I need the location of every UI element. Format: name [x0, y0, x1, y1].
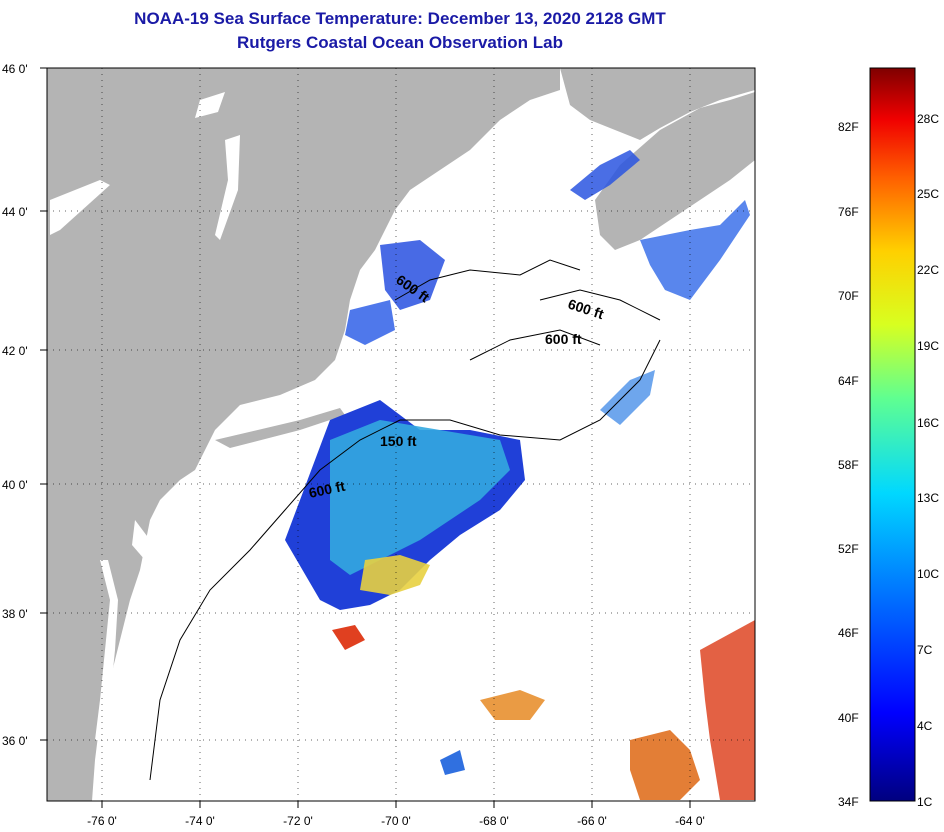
contour-line [469, 329, 601, 361]
colorbar-label-fahrenheit: 52F [838, 542, 859, 556]
map-subtitle: Rutgers Coastal Ocean Observation Lab [237, 33, 563, 52]
map-frame [46, 67, 756, 802]
colorbar-label-celsius: 10C [917, 567, 939, 581]
colorbar-label-fahrenheit: 82F [838, 120, 859, 134]
colorbar-label-celsius: 16C [917, 416, 939, 430]
sst-cold-coast [345, 300, 395, 345]
lon-label: -66 0' [577, 814, 607, 828]
sst-cold-gulf-maine [380, 240, 445, 310]
lon-label: -74 0' [185, 814, 215, 828]
land-long-island [215, 408, 345, 448]
lat-label: 42 0' [2, 344, 28, 358]
contour-line [394, 259, 581, 301]
contour-label: 600 ft [307, 478, 346, 501]
contour-label: 600 ft [545, 331, 582, 347]
lake [195, 92, 225, 118]
sst-mid-small [440, 750, 465, 775]
lon-label: -70 0' [381, 814, 411, 828]
colorbar-label-fahrenheit: 76F [838, 205, 859, 219]
contour-line [539, 289, 661, 321]
lat-label: 46 0' [2, 62, 28, 76]
lat-label: 40 0' [2, 478, 28, 492]
delaware-bay [132, 520, 150, 560]
colorbar-label-fahrenheit: 46F [838, 626, 859, 640]
lat-label: 36 0' [2, 734, 28, 748]
colorbar-label-celsius: 19C [917, 339, 939, 353]
sst-hot-east [700, 620, 755, 800]
sst-mid-offshore [600, 370, 655, 425]
lon-label: -76 0' [87, 814, 117, 828]
chesapeake-bay [95, 560, 118, 740]
lat-label: 38 0' [2, 607, 28, 621]
colorbar [869, 67, 916, 802]
graticule [47, 68, 755, 801]
sst-cold-bay-of-fundy [570, 150, 640, 200]
sst-warm-patch [360, 555, 430, 595]
lake [50, 180, 110, 235]
sst-warm-southeast [630, 730, 700, 800]
lake [215, 135, 240, 240]
colorbar-label-fahrenheit: 64F [838, 374, 859, 388]
colorbar-label-fahrenheit: 70F [838, 289, 859, 303]
lon-label: -72 0' [283, 814, 313, 828]
colorbar-label-fahrenheit: 40F [838, 711, 859, 725]
map-title: NOAA-19 Sea Surface Temperature: Decembe… [134, 9, 666, 28]
sst-warm-south [480, 690, 545, 720]
colorbar-label-celsius: 4C [917, 719, 933, 733]
colorbar-label-fahrenheit: 58F [838, 458, 859, 472]
contour-label: 150 ft [380, 433, 417, 449]
lon-label: -64 0' [675, 814, 705, 828]
land-new-brunswick [560, 68, 755, 140]
colorbar-label-celsius: 13C [917, 491, 939, 505]
sst-mid-swath [330, 420, 510, 575]
axis-ticks [40, 67, 691, 808]
colorbar-label-fahrenheit: 34F [838, 795, 859, 809]
lon-label: -68 0' [479, 814, 509, 828]
colorbar-label-celsius: 25C [917, 187, 939, 201]
colorbar-label-celsius: 7C [917, 643, 933, 657]
colorbar-label-celsius: 22C [917, 263, 939, 277]
sst-cold-scotian [640, 200, 750, 300]
colorbar-label-celsius: 28C [917, 112, 939, 126]
lat-label: 44 0' [2, 205, 28, 219]
colorbar-label-celsius: 1C [917, 795, 933, 809]
land-mainland [47, 68, 560, 801]
sst-hot-patch [332, 625, 365, 650]
contour-line [149, 339, 661, 781]
